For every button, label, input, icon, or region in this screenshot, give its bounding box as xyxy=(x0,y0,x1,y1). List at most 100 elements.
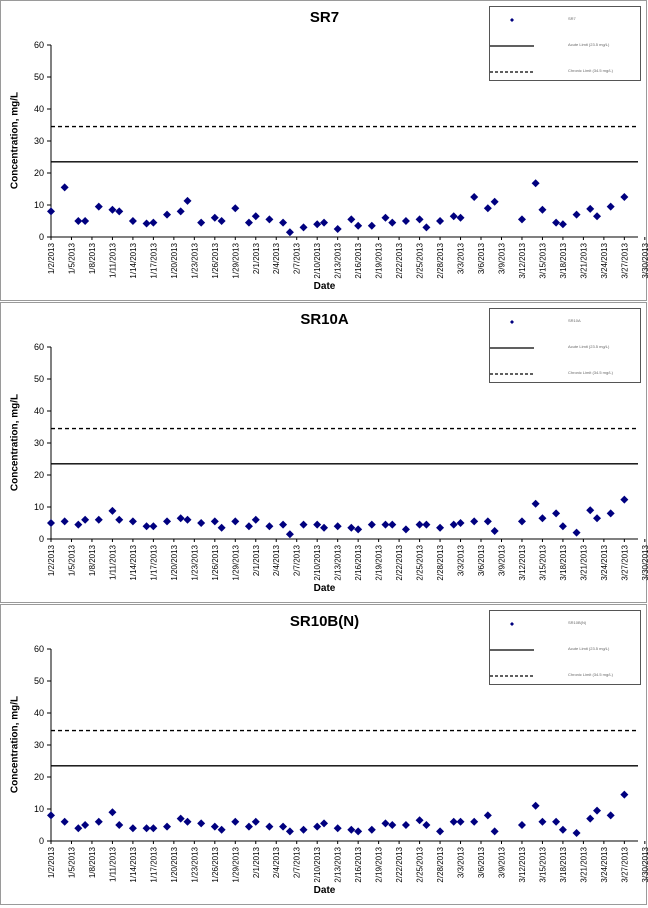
x-tick-label: 1/11/2013 xyxy=(108,846,117,882)
x-tick-label: 2/10/2013 xyxy=(313,242,322,278)
data-point xyxy=(593,212,602,221)
data-point xyxy=(60,517,69,526)
data-point xyxy=(265,215,274,224)
y-tick-label: 30 xyxy=(34,136,44,146)
data-point xyxy=(74,824,83,833)
data-point xyxy=(108,506,117,515)
data-point xyxy=(354,525,363,534)
data-point xyxy=(108,205,117,214)
x-tick-label: 1/29/2013 xyxy=(231,846,240,882)
x-tick-label: 1/14/2013 xyxy=(129,544,138,580)
x-tick-label: 2/10/2013 xyxy=(313,544,322,580)
data-point xyxy=(470,193,479,201)
x-tick-label: 2/28/2013 xyxy=(436,242,445,278)
y-tick-label: 50 xyxy=(34,72,44,82)
chart-svg: 0 10 20 30 40 50 60 1/2/2013 1/5/2013 1/8/2013 1/1… xyxy=(34,644,648,883)
data-point xyxy=(552,509,561,518)
data-point xyxy=(149,522,158,531)
data-point xyxy=(285,530,294,539)
x-tick-label: 3/24/2013 xyxy=(600,242,609,278)
data-point xyxy=(299,223,308,232)
data-point xyxy=(183,196,192,205)
data-point xyxy=(197,218,206,227)
data-point xyxy=(367,825,376,834)
data-point xyxy=(47,811,55,820)
data-point xyxy=(347,523,356,532)
y-tick-label: 30 xyxy=(34,740,44,750)
y-axis-label: Concentration, mg/L xyxy=(9,695,21,794)
data-point xyxy=(347,215,356,224)
x-tick-label: 2/16/2013 xyxy=(354,846,363,882)
data-point xyxy=(586,506,595,515)
x-tick-label: 1/14/2013 xyxy=(129,242,138,278)
data-point xyxy=(531,499,540,508)
x-tick-label: 1/11/2013 xyxy=(108,242,117,278)
x-tick-label: 1/5/2013 xyxy=(67,846,76,878)
data-point xyxy=(108,808,117,817)
data-point xyxy=(279,218,288,227)
data-point xyxy=(231,204,240,213)
legend-label: Chronic Limit (34.5 mg/L) xyxy=(568,370,613,375)
data-point xyxy=(456,213,465,222)
y-tick-label: 10 xyxy=(34,502,44,512)
x-tick-label: 2/4/2013 xyxy=(272,242,281,274)
legend-solid-line xyxy=(490,45,534,47)
y-tick-label: 0 xyxy=(39,232,44,242)
legend-entry: SR10A xyxy=(490,315,640,329)
data-point xyxy=(586,204,595,213)
data-point xyxy=(47,519,55,527)
data-point xyxy=(149,218,158,227)
x-tick-label: 3/30/2013 xyxy=(641,242,648,278)
data-point xyxy=(401,525,410,534)
x-tick-label: 3/18/2013 xyxy=(559,242,568,278)
data-point xyxy=(470,817,479,826)
x-axis-label: Date xyxy=(313,281,336,292)
x-tick-label: 1/29/2013 xyxy=(231,544,240,580)
data-point xyxy=(210,213,219,222)
x-tick-label: 3/27/2013 xyxy=(620,544,629,580)
x-tick-label: 1/26/2013 xyxy=(211,846,220,882)
x-tick-label: 2/22/2013 xyxy=(395,846,404,882)
y-tick-label: 20 xyxy=(34,470,44,480)
x-tick-label: 1/14/2013 xyxy=(129,846,138,882)
data-point xyxy=(538,514,547,523)
x-tick-label: 1/5/2013 xyxy=(67,544,76,576)
data-point xyxy=(367,221,376,230)
x-tick-label: 1/20/2013 xyxy=(170,846,179,882)
legend-solid-line xyxy=(490,347,534,349)
data-point xyxy=(251,817,260,826)
data-point xyxy=(244,522,253,531)
data-point xyxy=(128,824,137,833)
x-tick-label: 1/17/2013 xyxy=(149,242,158,278)
x-tick-label: 3/3/2013 xyxy=(457,846,466,878)
x-tick-label: 2/1/2013 xyxy=(252,242,261,274)
legend-label: Chronic Limit (34.5 mg/L) xyxy=(568,68,613,73)
data-point xyxy=(381,520,390,529)
data-point xyxy=(333,225,342,233)
legend-entry: Chronic Limit (34.5 mg/L) xyxy=(490,367,640,381)
y-tick-label: 60 xyxy=(34,644,44,654)
data-point xyxy=(320,819,329,828)
legend-label: SR10B(N) xyxy=(568,620,587,625)
x-tick-label: 2/16/2013 xyxy=(354,544,363,580)
legend-entry: Chronic Limit (34.5 mg/L) xyxy=(490,669,640,683)
legend-marker xyxy=(510,18,514,22)
data-point xyxy=(531,801,540,810)
data-point xyxy=(572,210,581,219)
data-point xyxy=(320,523,329,532)
x-tick-label: 3/6/2013 xyxy=(477,846,486,878)
x-tick-label: 3/9/2013 xyxy=(497,544,506,576)
x-tick-label: 3/30/2013 xyxy=(641,544,648,580)
data-point xyxy=(231,517,240,526)
data-point xyxy=(115,821,124,829)
x-tick-label: 2/25/2013 xyxy=(416,846,425,882)
x-tick-label: 3/3/2013 xyxy=(457,544,466,576)
data-point xyxy=(149,824,158,833)
x-tick-label: 3/9/2013 xyxy=(497,242,506,274)
data-point xyxy=(81,821,90,829)
x-tick-label: 2/13/2013 xyxy=(334,846,343,882)
x-tick-label: 1/23/2013 xyxy=(190,544,199,580)
x-tick-label: 3/12/2013 xyxy=(518,242,527,278)
data-point xyxy=(265,822,274,831)
data-point xyxy=(401,217,410,225)
